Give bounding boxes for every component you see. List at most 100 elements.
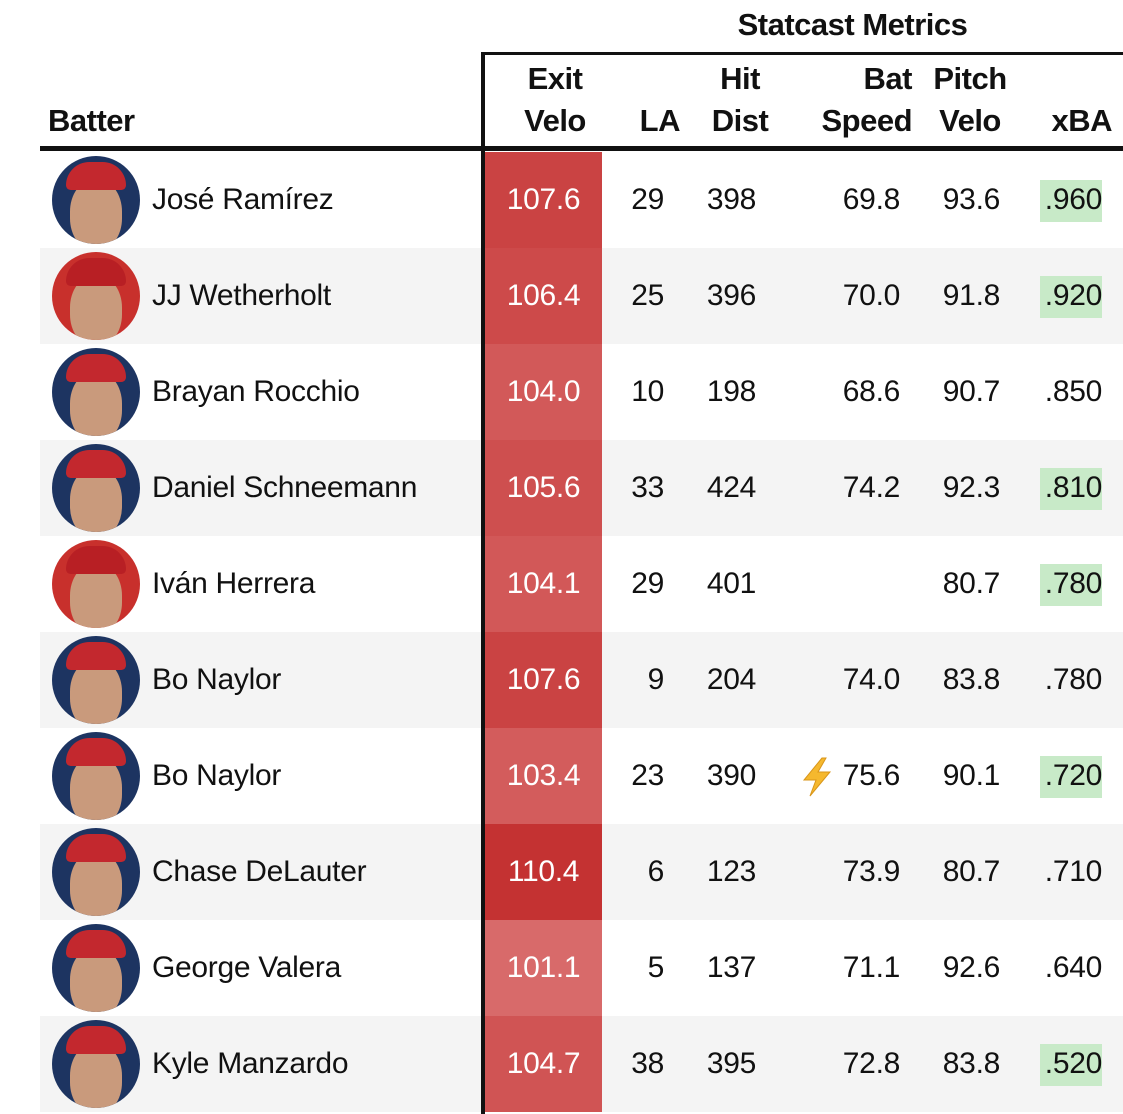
cell-value: 398 <box>706 183 756 216</box>
cell-value: 38 <box>631 1047 664 1080</box>
avatar-face <box>70 660 122 724</box>
cell-value: 71.1 <box>842 951 901 984</box>
xba-highlight <box>1040 756 1102 798</box>
avatar-face <box>70 372 122 436</box>
cell-value: .810 <box>1044 471 1103 504</box>
cell-value: 68.6 <box>842 375 901 408</box>
cell-value: 401 <box>706 567 756 600</box>
exit-velo: 110.4 <box>507 855 580 888</box>
exit-velo: 104.0 <box>506 375 581 408</box>
avatar-cap <box>66 930 126 958</box>
vertical-rule <box>481 52 485 1114</box>
cell-value: 9 <box>647 663 665 696</box>
avatar-cap <box>66 738 126 766</box>
exit-velo-bg <box>485 824 602 920</box>
cell-value: 90.7 <box>942 375 1001 408</box>
bolt-icon <box>800 756 834 798</box>
xba-highlight <box>1040 468 1102 510</box>
cell-value: 83.8 <box>942 1047 1001 1080</box>
avatar-face <box>70 948 122 1012</box>
exit-velo-bg <box>485 248 602 344</box>
cell-value: 198 <box>706 375 756 408</box>
exit-velo: 104.7 <box>506 1047 581 1080</box>
exit-velo: 107.6 <box>506 663 581 696</box>
bolt-svg <box>802 757 832 797</box>
cell-value: 29 <box>631 183 664 216</box>
avatar-face <box>70 564 122 628</box>
cell-value: 424 <box>706 471 756 504</box>
cell-value: 92.6 <box>942 951 1001 984</box>
exit-velo: 104.1 <box>506 567 581 600</box>
exit-velo-bg <box>485 440 602 536</box>
cell-value: 83.8 <box>942 663 1001 696</box>
cell-value: 91.8 <box>942 279 1001 312</box>
cell-value: .960 <box>1044 183 1103 216</box>
cell-value: 390 <box>706 759 756 792</box>
exit-velo: 107.6 <box>506 183 581 216</box>
avatar-face <box>70 468 122 532</box>
cell-value: 73.9 <box>842 855 901 888</box>
avatar-cap <box>66 834 126 862</box>
cell-value: .920 <box>1044 279 1103 312</box>
group-header: Statcast Metrics <box>737 7 968 42</box>
cell-value: 75.6 <box>842 759 901 792</box>
cell-value: 5 <box>647 951 665 984</box>
cell-value: 92.3 <box>942 471 1001 504</box>
avatar-cap <box>66 354 126 382</box>
xba-highlight <box>1040 180 1102 222</box>
avatar-face <box>70 180 122 244</box>
batter-name: Brayan Rocchio <box>152 375 360 408</box>
cell-value: 396 <box>706 279 756 312</box>
avatar <box>52 540 140 628</box>
cell-value: .780 <box>1044 567 1103 600</box>
column-header: xBA <box>1051 103 1112 138</box>
exit-velo-bg <box>485 536 602 632</box>
avatar-cap <box>66 642 126 670</box>
cell-value: 6 <box>647 855 665 888</box>
column-header: Exit Velo <box>524 61 586 138</box>
column-header: LA <box>639 103 681 138</box>
column-header: Batter <box>48 103 135 138</box>
batter-name: Kyle Manzardo <box>152 1047 349 1080</box>
cell-value: 395 <box>706 1047 756 1080</box>
avatar <box>52 1020 140 1108</box>
batter-name: Daniel Schneemann <box>152 471 418 504</box>
cell-value: .780 <box>1044 663 1103 696</box>
avatar <box>52 636 140 724</box>
exit-velo: 103.4 <box>506 759 581 792</box>
exit-velo: 101.1 <box>506 951 581 984</box>
cell-value: 90.1 <box>942 759 1001 792</box>
cell-value: 123 <box>706 855 756 888</box>
cell-value: 72.8 <box>842 1047 901 1080</box>
batter-name: Bo Naylor <box>152 663 282 696</box>
cell-value: .850 <box>1044 375 1103 408</box>
avatar-cap <box>66 258 126 286</box>
header-rule <box>40 146 1123 151</box>
cell-value: 23 <box>631 759 664 792</box>
cell-value: 204 <box>706 663 756 696</box>
exit-velo-bg <box>485 920 602 1016</box>
avatar-face <box>70 1044 122 1108</box>
avatar <box>52 924 140 1012</box>
cell-value: .720 <box>1044 759 1103 792</box>
exit-velo-bg <box>485 344 602 440</box>
avatar-cap <box>66 450 126 478</box>
avatar <box>52 444 140 532</box>
xba-highlight <box>1040 276 1102 318</box>
batter-name: José Ramírez <box>152 183 334 216</box>
avatar <box>52 828 140 916</box>
batter-name: JJ Wetherholt <box>152 279 331 312</box>
column-header: Bat Speed <box>821 61 912 138</box>
avatar-cap <box>66 162 126 190</box>
batter-name: Chase DeLauter <box>152 855 367 888</box>
exit-velo-bg <box>485 632 602 728</box>
cell-value: 29 <box>631 567 664 600</box>
xba-highlight <box>1040 1044 1102 1086</box>
cell-value: 69.8 <box>842 183 901 216</box>
cell-value: 25 <box>631 279 664 312</box>
exit-velo: 106.4 <box>506 279 581 312</box>
cell-value: 33 <box>631 471 664 504</box>
exit-velo-bg <box>485 728 602 824</box>
avatar <box>52 732 140 820</box>
